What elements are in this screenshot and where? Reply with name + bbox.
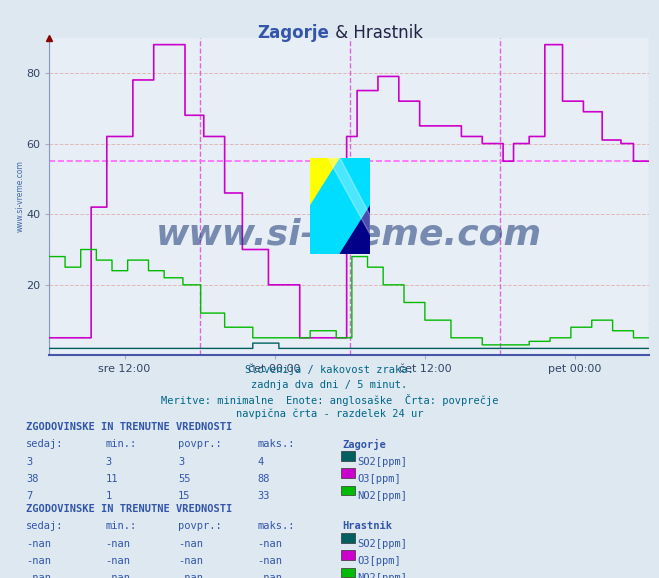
- Text: O3[ppm]: O3[ppm]: [357, 556, 401, 566]
- Text: -nan: -nan: [178, 539, 203, 549]
- Text: -nan: -nan: [105, 556, 130, 566]
- Text: 7: 7: [26, 491, 32, 501]
- Text: NO2[ppm]: NO2[ppm]: [357, 573, 407, 578]
- Text: ZGODOVINSKE IN TRENUTNE VREDNOSTI: ZGODOVINSKE IN TRENUTNE VREDNOSTI: [26, 422, 233, 432]
- Text: -nan: -nan: [257, 573, 282, 578]
- Text: sedaj:: sedaj:: [26, 439, 64, 449]
- Text: NO2[ppm]: NO2[ppm]: [357, 491, 407, 501]
- Text: 55: 55: [178, 474, 190, 484]
- Text: -nan: -nan: [26, 556, 51, 566]
- Text: Zagorje: Zagorje: [258, 24, 330, 42]
- Text: -nan: -nan: [257, 556, 282, 566]
- Text: Zagorje: Zagorje: [343, 439, 386, 450]
- Text: 88: 88: [257, 474, 270, 484]
- Text: 38: 38: [26, 474, 39, 484]
- Text: -nan: -nan: [105, 539, 130, 549]
- Text: 3: 3: [105, 457, 111, 466]
- Text: zadnja dva dni / 5 minut.: zadnja dva dni / 5 minut.: [251, 380, 408, 390]
- Text: -nan: -nan: [178, 556, 203, 566]
- Text: sedaj:: sedaj:: [26, 521, 64, 531]
- Text: 1: 1: [105, 491, 111, 501]
- Text: Meritve: minimalne  Enote: anglosaške  Črta: povprečje: Meritve: minimalne Enote: anglosaške Črt…: [161, 394, 498, 406]
- Text: -nan: -nan: [105, 573, 130, 578]
- Text: povpr.:: povpr.:: [178, 521, 221, 531]
- Text: -nan: -nan: [178, 573, 203, 578]
- Text: & Hrastnik: & Hrastnik: [330, 24, 422, 42]
- Text: Slovenija / kakovost zraka.: Slovenija / kakovost zraka.: [245, 365, 414, 375]
- Text: -nan: -nan: [26, 539, 51, 549]
- Text: min.:: min.:: [105, 439, 136, 449]
- Y-axis label: www.si-vreme.com: www.si-vreme.com: [16, 161, 25, 232]
- Text: Hrastnik: Hrastnik: [343, 521, 393, 531]
- Text: 33: 33: [257, 491, 270, 501]
- Text: -nan: -nan: [26, 573, 51, 578]
- Text: ZGODOVINSKE IN TRENUTNE VREDNOSTI: ZGODOVINSKE IN TRENUTNE VREDNOSTI: [26, 504, 233, 514]
- Text: navpična črta - razdelek 24 ur: navpična črta - razdelek 24 ur: [236, 409, 423, 419]
- Text: SO2[ppm]: SO2[ppm]: [357, 539, 407, 549]
- Text: 15: 15: [178, 491, 190, 501]
- Text: 11: 11: [105, 474, 118, 484]
- Text: maks.:: maks.:: [257, 521, 295, 531]
- Text: min.:: min.:: [105, 521, 136, 531]
- Text: 3: 3: [178, 457, 184, 466]
- Text: -nan: -nan: [257, 539, 282, 549]
- Text: 3: 3: [26, 457, 32, 466]
- Text: maks.:: maks.:: [257, 439, 295, 449]
- Text: 4: 4: [257, 457, 263, 466]
- Text: www.si-vreme.com: www.si-vreme.com: [156, 218, 542, 251]
- Text: O3[ppm]: O3[ppm]: [357, 474, 401, 484]
- Text: povpr.:: povpr.:: [178, 439, 221, 449]
- Text: SO2[ppm]: SO2[ppm]: [357, 457, 407, 466]
